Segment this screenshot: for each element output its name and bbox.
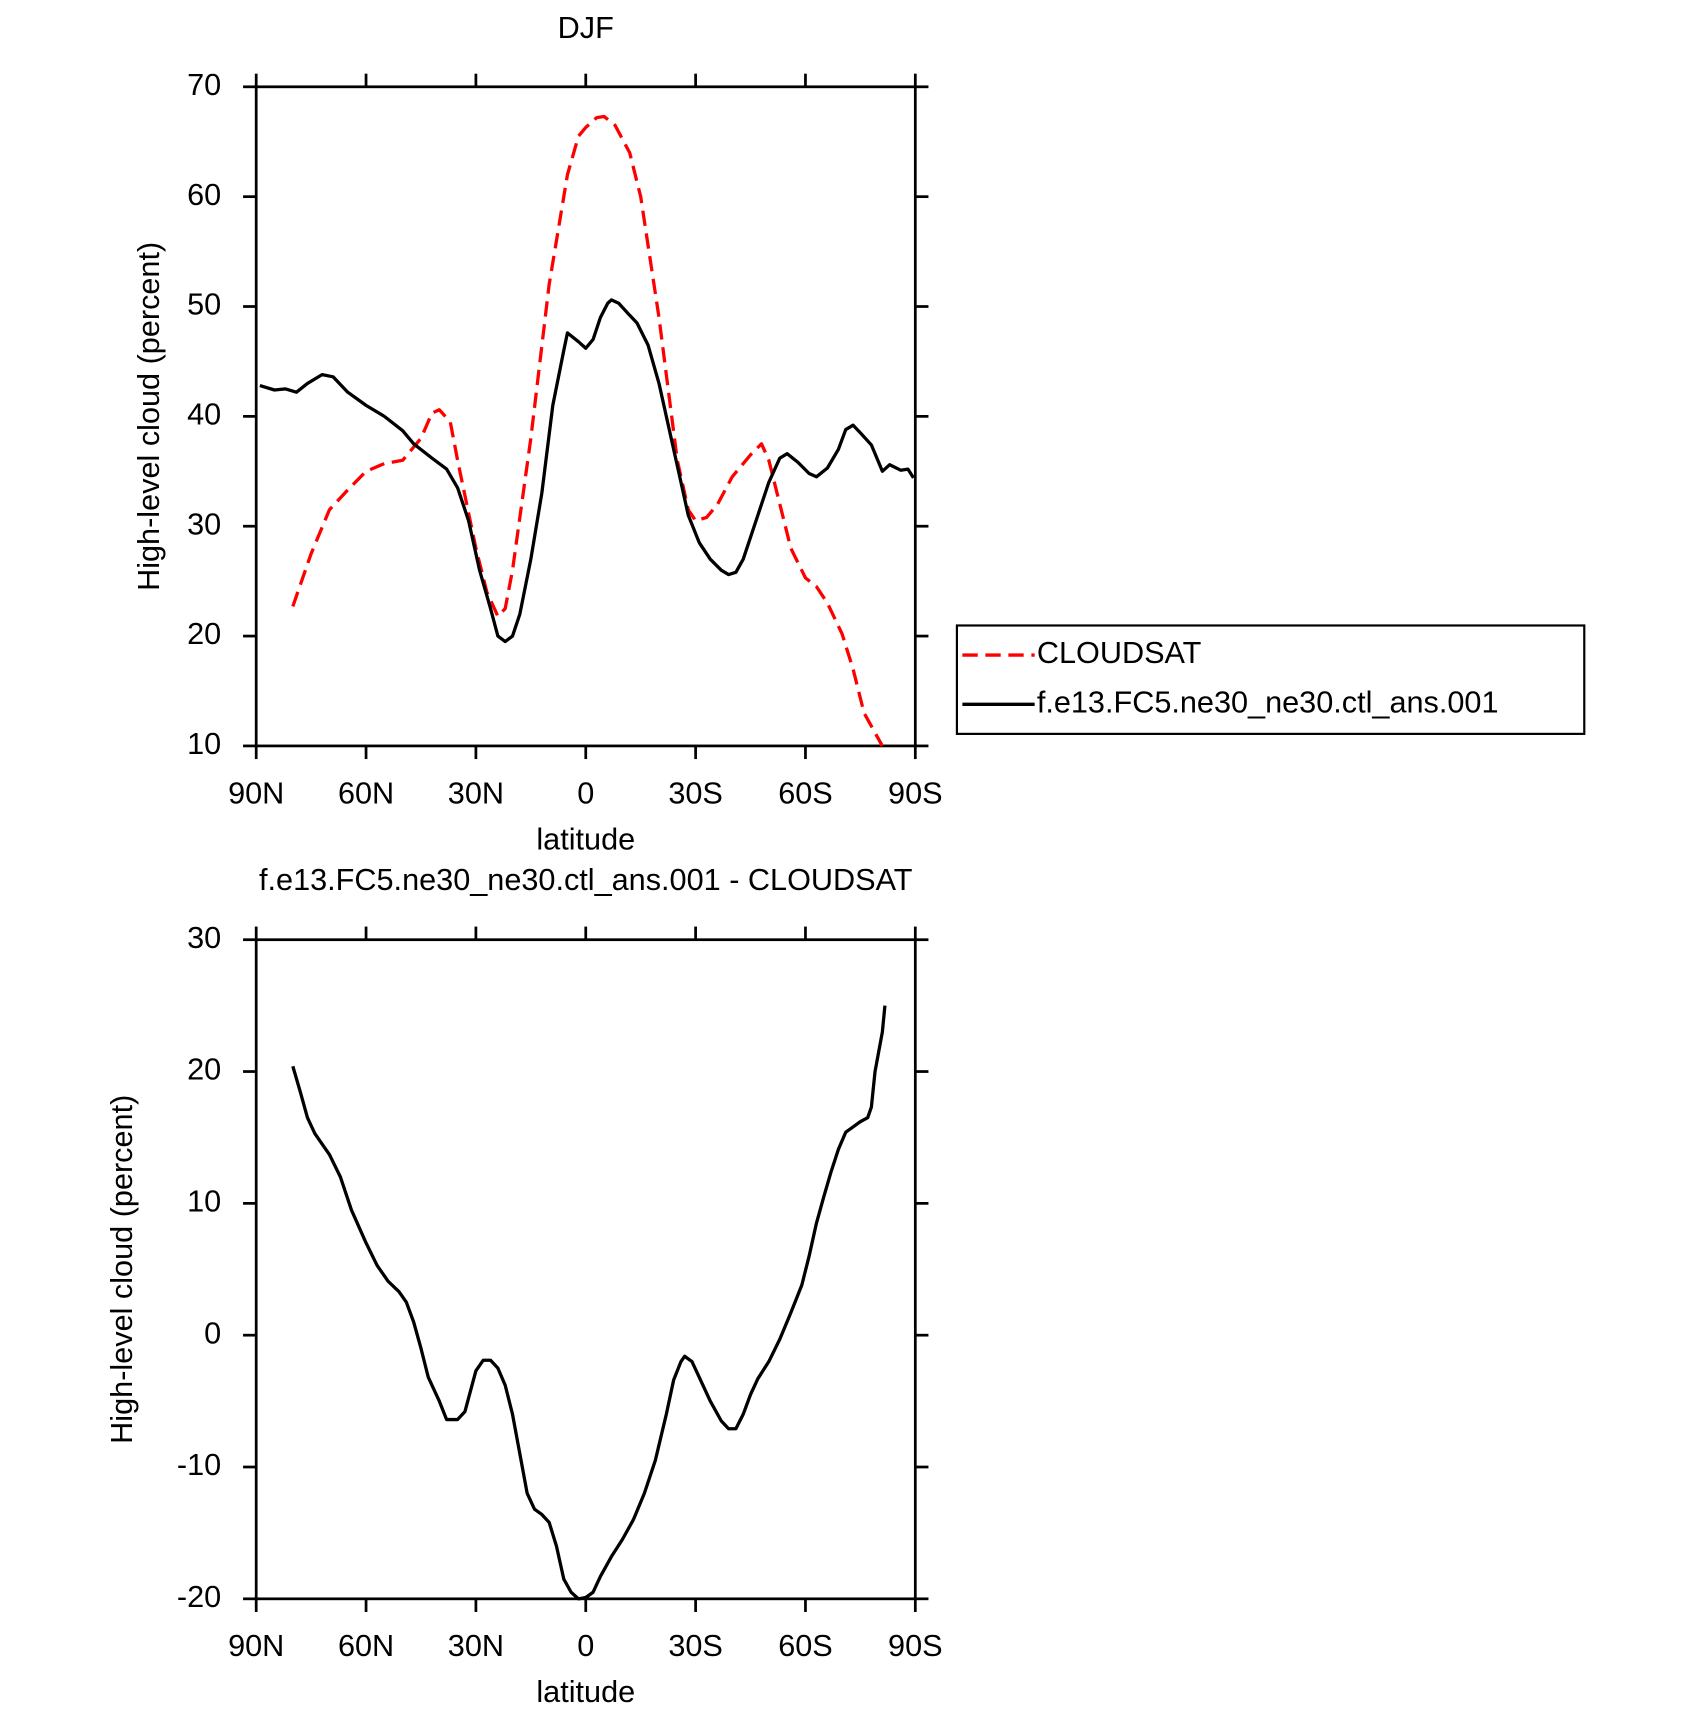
- x-tick-label: 60N: [338, 1629, 394, 1663]
- chart-panel: DJF latitude High-level cloud (percent) 10 2…: [132, 11, 1586, 856]
- data-line: [259, 298, 915, 644]
- x-tick-label: 90N: [228, 776, 284, 810]
- chart-panel: f.e13.FC5.ne30_ne30.ctl_ans.001 - CLOUDS…: [105, 863, 943, 1709]
- data-line: [291, 1005, 887, 1601]
- x-tick-label: 90N: [228, 1629, 284, 1663]
- y-tick-label: 20: [187, 617, 221, 651]
- x-tick-label: 60S: [778, 1629, 833, 1663]
- y-tick-label: -20: [177, 1580, 221, 1614]
- x-tick-label: 30N: [448, 1629, 504, 1663]
- y-tick-label: -10: [177, 1448, 221, 1482]
- legend-label: CLOUDSAT: [1037, 636, 1202, 670]
- data-line: [291, 114, 884, 747]
- y-tick-label: 30: [187, 507, 221, 541]
- y-tick-label: 60: [187, 178, 221, 212]
- x-tick-label: 0: [577, 776, 594, 810]
- x-axis-label: latitude: [536, 822, 635, 856]
- chart-title: DJF: [558, 11, 614, 45]
- x-tick-label: 0: [577, 1629, 594, 1663]
- plot-frame: [254, 85, 917, 748]
- y-tick-label: 40: [187, 397, 221, 431]
- x-axis-label: latitude: [536, 1675, 635, 1709]
- y-tick-label: 10: [187, 727, 221, 761]
- y-tick-label: 20: [187, 1053, 221, 1087]
- x-tick-label: 30S: [668, 1629, 723, 1663]
- legend-label: f.e13.FC5.ne30_ne30.ctl_ans.001: [1037, 685, 1499, 719]
- y-axis-label: High-level cloud (percent): [105, 1095, 139, 1444]
- y-tick-label: 30: [187, 921, 221, 955]
- x-tick-label: 30S: [668, 776, 723, 810]
- chart-title: f.e13.FC5.ne30_ne30.ctl_ans.001 - CLOUDS…: [259, 863, 913, 897]
- x-tick-label: 90S: [888, 1629, 943, 1663]
- x-tick-label: 90S: [888, 776, 943, 810]
- y-tick-label: 0: [204, 1316, 221, 1350]
- y-axis-label: High-level cloud (percent): [132, 242, 166, 591]
- plot-frame: [254, 938, 917, 1601]
- x-tick-label: 30N: [448, 776, 504, 810]
- legend-box: [955, 624, 1586, 735]
- y-tick-label: 50: [187, 288, 221, 322]
- x-tick-label: 60N: [338, 776, 394, 810]
- y-tick-label: 10: [187, 1184, 221, 1218]
- x-tick-label: 60S: [778, 776, 833, 810]
- y-tick-label: 70: [187, 68, 221, 102]
